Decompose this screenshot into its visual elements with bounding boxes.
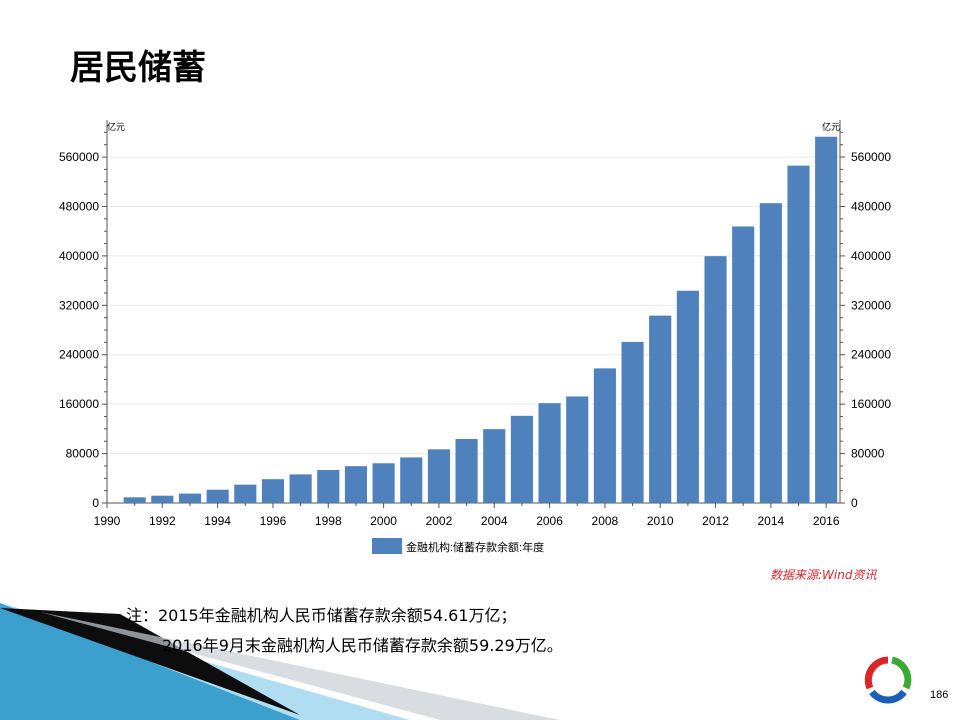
x-tick-label: 2006 xyxy=(536,514,563,528)
x-tick-label: 2014 xyxy=(757,514,784,528)
legend-label: 金融机构:储蓄存款余额:年度 xyxy=(406,540,544,554)
bar-2015 xyxy=(787,165,810,503)
y-unit-right: 亿元 xyxy=(822,121,840,132)
bar-1995 xyxy=(234,484,257,503)
x-tick-label: 2016 xyxy=(813,514,840,528)
bar-2002 xyxy=(427,449,450,503)
x-tick-label: 2004 xyxy=(481,514,508,528)
bar-2006 xyxy=(538,403,561,503)
bar-2000 xyxy=(372,463,395,503)
note-line-2: 2016年9月末金融机构人民币储蓄存款余额59.29万亿。 xyxy=(162,636,563,655)
bar-2016 xyxy=(815,136,838,504)
y-tick-label-right: 400000 xyxy=(851,249,891,263)
x-tick-label: 2008 xyxy=(592,514,619,528)
y-tick-label-left: 0 xyxy=(92,496,99,510)
y-unit-left: 亿元 xyxy=(107,121,125,132)
bar-2005 xyxy=(510,415,533,503)
x-tick-label: 1994 xyxy=(204,514,231,528)
y-tick-label-right: 240000 xyxy=(851,348,891,362)
logo-arc-red xyxy=(864,656,889,690)
bar-1991 xyxy=(123,497,146,503)
x-tick-label: 2010 xyxy=(647,514,674,528)
x-tick-label: 2002 xyxy=(426,514,453,528)
y-tick-label-right: 80000 xyxy=(851,447,885,461)
bar-2003 xyxy=(455,439,478,503)
page-title: 居民储蓄 xyxy=(70,48,206,88)
bar-2010 xyxy=(649,315,672,503)
bar-2008 xyxy=(593,368,616,503)
company-logo xyxy=(864,656,912,704)
bar-2011 xyxy=(676,290,699,503)
x-tick-label: 1992 xyxy=(149,514,176,528)
logo-center xyxy=(880,672,896,688)
bar-1993 xyxy=(178,493,202,503)
y-tick-label-left: 480000 xyxy=(59,199,99,213)
bar-2014 xyxy=(759,203,782,503)
logo-arc-green xyxy=(891,656,912,690)
logo-arc-blue xyxy=(869,689,907,704)
bar-2009 xyxy=(621,341,644,503)
y-tick-label-left: 160000 xyxy=(59,397,99,411)
x-tick-label: 1990 xyxy=(94,514,121,528)
bar-1997 xyxy=(289,474,312,503)
bar-2004 xyxy=(483,429,506,503)
bar-1994 xyxy=(206,489,229,503)
legend-swatch xyxy=(372,538,402,554)
deco-dark-stroke xyxy=(0,608,300,715)
x-tick-label: 2012 xyxy=(702,514,729,528)
y-tick-label-right: 0 xyxy=(851,496,858,510)
x-tick-label: 2000 xyxy=(370,514,397,528)
bar-2012 xyxy=(704,256,727,503)
y-tick-label-right: 480000 xyxy=(851,199,891,213)
y-tick-label-left: 80000 xyxy=(66,447,100,461)
x-tick-label: 1998 xyxy=(315,514,342,528)
bar-2013 xyxy=(732,226,755,503)
y-tick-label-left: 320000 xyxy=(59,298,99,312)
x-tick-label: 1996 xyxy=(260,514,287,528)
bar-1996 xyxy=(261,479,285,503)
bar-1998 xyxy=(317,470,340,503)
note-line-1: 注：2015年金融机构人民币储蓄存款余额54.61万亿； xyxy=(126,606,517,625)
bar-1992 xyxy=(151,495,174,503)
bar-2007 xyxy=(566,396,589,503)
data-source: 数据来源:Wind资讯 xyxy=(770,568,877,582)
bar-chart: 0 0 80000 80000 160000 160000 240000 240000 3200… xyxy=(59,120,891,554)
y-tick-label-left: 240000 xyxy=(59,348,99,362)
y-tick-label-left: 400000 xyxy=(59,249,99,263)
deco-gray-band xyxy=(40,612,560,720)
y-tick-label-left: 560000 xyxy=(59,150,99,164)
bar-1999 xyxy=(344,466,368,503)
bar-2001 xyxy=(400,457,423,503)
y-tick-label-right: 560000 xyxy=(851,150,891,164)
y-tick-label-right: 160000 xyxy=(851,397,891,411)
page-number: 186 xyxy=(930,689,949,701)
y-tick-label-right: 320000 xyxy=(851,298,891,312)
